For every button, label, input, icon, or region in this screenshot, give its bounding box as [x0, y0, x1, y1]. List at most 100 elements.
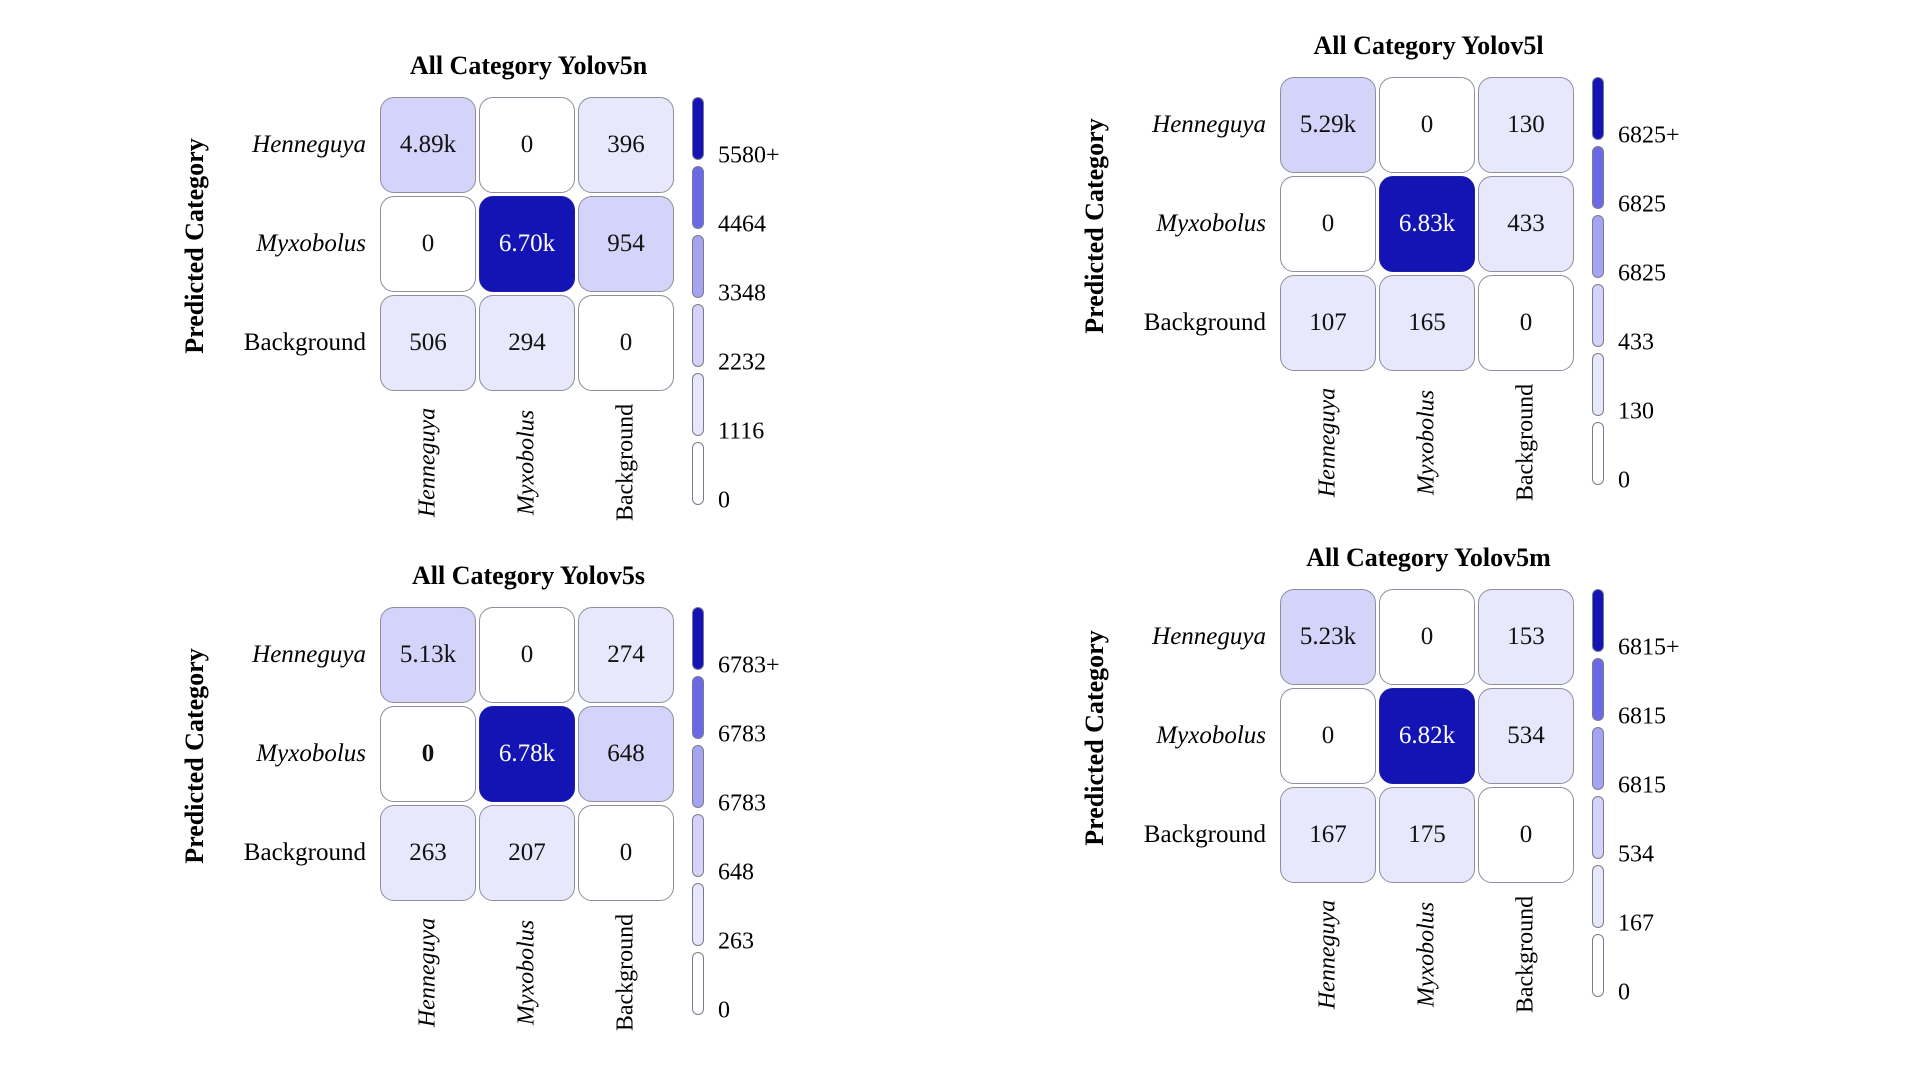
matrix-cell: 107 — [1280, 275, 1376, 371]
chart-title: All Category Yolov5s — [411, 561, 646, 590]
confusion-matrix-panel: All Category Yolov5m Predicted Category He… — [1060, 537, 1760, 1013]
matrix-cell: 0 — [479, 607, 575, 703]
colorbar-tick-label: 648 — [718, 859, 754, 886]
colorbar-tick-label: 263 — [718, 928, 754, 955]
matrix-cell: 0 — [578, 805, 674, 901]
y-axis-label: Predicted Category — [180, 647, 209, 864]
colorbar-tick-label: 130 — [1618, 398, 1654, 425]
matrix-cell: 648 — [578, 706, 674, 802]
colorbar-segment — [692, 952, 704, 1015]
matrix-cell: 207 — [479, 805, 575, 901]
colorbar-segment — [692, 373, 704, 436]
matrix-cell: 4.89k — [380, 97, 476, 193]
confusion-matrix-panel: All Category Yolov5s Predicted Category He… — [160, 555, 860, 1031]
colorbar-segment — [692, 676, 704, 739]
matrix-cell: 0 — [1280, 688, 1376, 784]
matrix-cell: 954 — [578, 196, 674, 292]
matrix-cell: 0 — [380, 196, 476, 292]
matrix-cell: 0 — [1478, 275, 1574, 371]
y-axis-label: Predicted Category — [180, 137, 209, 354]
row-label: Myxobolus — [256, 740, 366, 767]
row-label: Henneguya — [1152, 111, 1266, 138]
chart-title: All Category Yolov5m — [1306, 543, 1551, 572]
colorbar-tick-label: 6815 — [1618, 772, 1666, 799]
row-label: Henneguya — [1152, 623, 1266, 650]
colorbar-tick-label: 6815+ — [1618, 634, 1680, 661]
matrix-cell: 5.29k — [1280, 77, 1376, 173]
colorbar-tick-label: 0 — [1618, 467, 1630, 494]
confusion-matrix-panel: All Category Yolov5l Predicted Category He… — [1060, 25, 1760, 501]
y-axis-label: Predicted Category — [1080, 629, 1109, 846]
matrix-cell: 433 — [1478, 176, 1574, 272]
confusion-matrix-panel: All Category Yolov5n Predicted Category He… — [160, 45, 860, 521]
colorbar-segment — [692, 97, 704, 160]
matrix-cell: 274 — [578, 607, 674, 703]
column-label: Henneguya — [414, 407, 441, 518]
colorbar-segment — [692, 814, 704, 877]
row-label: Background — [243, 839, 366, 866]
matrix-cell: 165 — [1379, 275, 1475, 371]
colorbar-segment — [1592, 422, 1604, 485]
matrix-cell: 6.83k — [1379, 176, 1475, 272]
colorbar-tick-label: 4464 — [718, 211, 766, 238]
colorbar-tick-label: 6825+ — [1618, 122, 1680, 149]
colorbar-tick-label: 6825 — [1618, 260, 1666, 287]
row-label: Myxobolus — [256, 230, 366, 257]
colorbar-segment — [1592, 658, 1604, 721]
colorbar-segment — [692, 166, 704, 229]
column-label: Background — [1512, 895, 1539, 1014]
row-label: Myxobolus — [1156, 210, 1266, 237]
matrix-cell: 175 — [1379, 787, 1475, 883]
colorbar-segment — [1592, 215, 1604, 278]
colorbar-tick-label: 6783 — [718, 721, 766, 748]
matrix-cell: 153 — [1478, 589, 1574, 685]
matrix-cell: 130 — [1478, 77, 1574, 173]
row-label: Background — [243, 329, 366, 356]
colorbar-tick-label: 0 — [1618, 979, 1630, 1006]
colorbar-segment — [1592, 934, 1604, 997]
column-label: Henneguya — [1314, 899, 1341, 1010]
colorbar-tick-label: 6783+ — [718, 652, 780, 679]
colorbar-segment — [1592, 284, 1604, 347]
colorbar-segment — [692, 304, 704, 367]
column-label: Background — [612, 403, 639, 522]
column-label: Background — [1512, 383, 1539, 502]
colorbar-tick-label: 534 — [1618, 841, 1654, 868]
colorbar-tick-label: 2232 — [718, 349, 766, 376]
colorbar-tick-label: 0 — [718, 487, 730, 514]
colorbar-tick-label: 6783 — [718, 790, 766, 817]
y-axis-label: Predicted Category — [1080, 117, 1109, 334]
colorbar-segment — [692, 607, 704, 670]
matrix-cell: 5.13k — [380, 607, 476, 703]
matrix-cell: 534 — [1478, 688, 1574, 784]
colorbar-segment — [692, 442, 704, 505]
matrix-cell: 263 — [380, 805, 476, 901]
row-label: Henneguya — [252, 131, 366, 158]
matrix-cell: 0 — [578, 295, 674, 391]
colorbar-tick-label: 6815 — [1618, 703, 1666, 730]
colorbar-segment — [692, 745, 704, 808]
colorbar-segment — [692, 883, 704, 946]
matrix-cell: 0 — [1280, 176, 1376, 272]
matrix-cell: 6.82k — [1379, 688, 1475, 784]
colorbar-tick-label: 5580+ — [718, 142, 780, 169]
matrix-cell: 506 — [380, 295, 476, 391]
matrix-cell: 0 — [1379, 77, 1475, 173]
colorbar-segment — [1592, 77, 1604, 140]
colorbar-segment — [1592, 353, 1604, 416]
matrix-cell: 294 — [479, 295, 575, 391]
matrix-cell: 0 — [479, 97, 575, 193]
matrix-cell: 396 — [578, 97, 674, 193]
column-label: Henneguya — [1314, 387, 1341, 498]
colorbar-segment — [1592, 796, 1604, 859]
column-label: Henneguya — [414, 917, 441, 1028]
matrix-cell: 0 — [1379, 589, 1475, 685]
row-label: Background — [1143, 821, 1266, 848]
colorbar-tick-label: 1116 — [718, 418, 765, 445]
row-label: Henneguya — [252, 641, 366, 668]
matrix-cell: 0 — [380, 706, 476, 802]
column-label: Myxobolus — [1413, 901, 1440, 1008]
matrix-cell: 0 — [1478, 787, 1574, 883]
column-label: Myxobolus — [513, 919, 540, 1026]
matrix-cell: 167 — [1280, 787, 1376, 883]
